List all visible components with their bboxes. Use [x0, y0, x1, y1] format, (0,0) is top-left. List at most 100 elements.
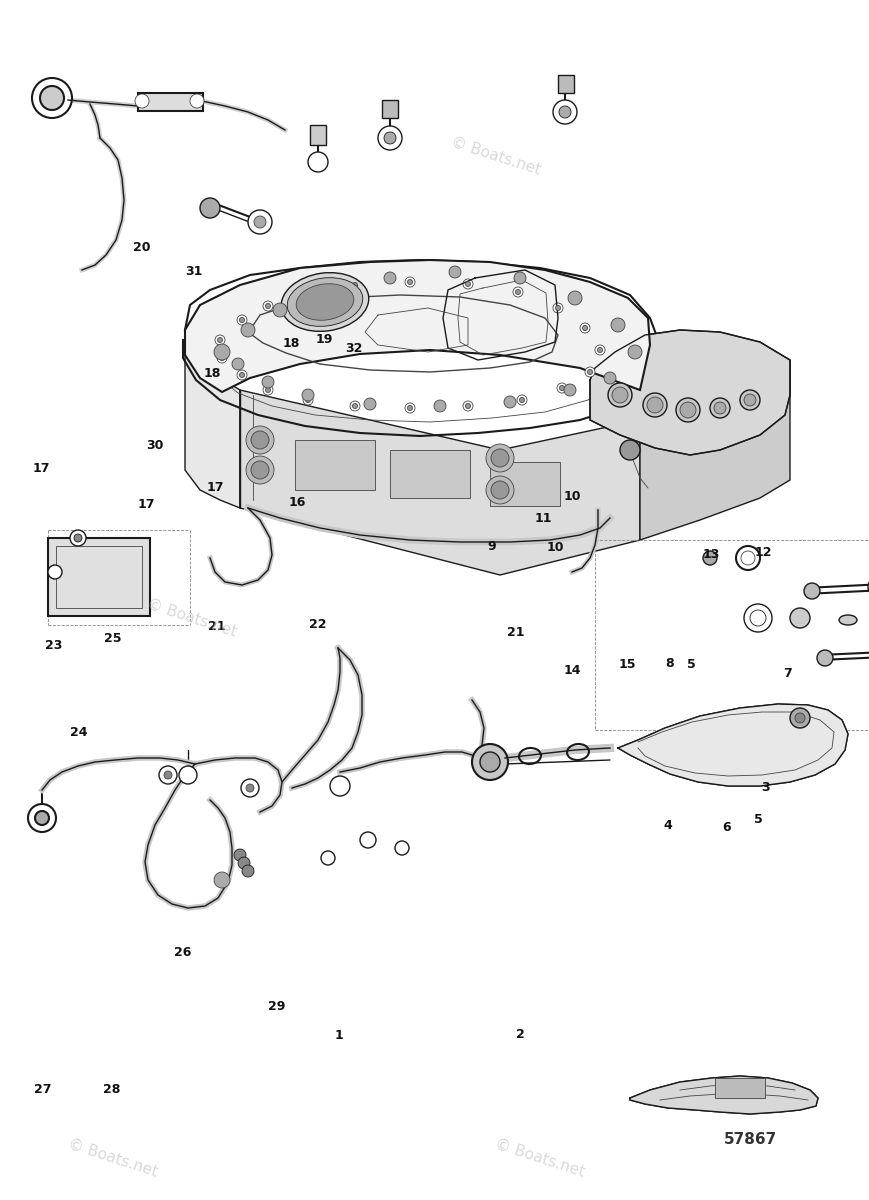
Circle shape	[164, 770, 172, 779]
Circle shape	[559, 106, 570, 118]
Circle shape	[232, 358, 243, 370]
Text: 21: 21	[208, 620, 225, 632]
Text: 8: 8	[665, 658, 673, 670]
Polygon shape	[617, 704, 847, 786]
Text: 57867: 57867	[722, 1133, 776, 1147]
Text: 18: 18	[203, 367, 221, 379]
Circle shape	[383, 132, 395, 144]
Polygon shape	[185, 260, 649, 392]
Text: 9: 9	[487, 540, 495, 552]
Circle shape	[242, 865, 254, 877]
Text: 12: 12	[753, 546, 771, 558]
Circle shape	[816, 650, 832, 666]
Circle shape	[702, 551, 716, 565]
Polygon shape	[185, 330, 240, 508]
Circle shape	[214, 872, 229, 888]
Text: 30: 30	[146, 439, 163, 451]
Text: 3: 3	[760, 781, 769, 793]
Circle shape	[514, 272, 526, 284]
Circle shape	[329, 776, 349, 796]
Circle shape	[246, 456, 274, 484]
Text: 5: 5	[753, 814, 762, 826]
Circle shape	[594, 346, 604, 355]
Circle shape	[580, 323, 589, 332]
Text: 5: 5	[687, 659, 695, 671]
Circle shape	[302, 292, 307, 296]
Circle shape	[248, 210, 272, 234]
Polygon shape	[240, 390, 640, 575]
Text: 28: 28	[103, 1084, 120, 1096]
Text: 17: 17	[207, 481, 224, 493]
Ellipse shape	[295, 283, 354, 320]
Circle shape	[216, 353, 227, 362]
Text: 25: 25	[104, 632, 122, 644]
Circle shape	[465, 282, 470, 287]
Circle shape	[405, 277, 415, 287]
Circle shape	[273, 302, 287, 317]
Circle shape	[713, 402, 725, 414]
Circle shape	[179, 766, 196, 784]
Circle shape	[563, 384, 575, 396]
Ellipse shape	[281, 272, 368, 331]
Bar	[56, 546, 142, 608]
Polygon shape	[629, 1076, 817, 1114]
Circle shape	[610, 318, 624, 332]
Circle shape	[789, 708, 809, 728]
Circle shape	[611, 386, 627, 403]
Text: 22: 22	[308, 618, 326, 630]
Circle shape	[553, 100, 576, 124]
Text: 7: 7	[782, 667, 791, 679]
Circle shape	[555, 306, 560, 311]
Polygon shape	[640, 360, 789, 540]
Circle shape	[789, 608, 809, 628]
Circle shape	[135, 94, 149, 108]
Circle shape	[251, 431, 269, 449]
Circle shape	[607, 383, 631, 407]
Circle shape	[516, 395, 527, 404]
Circle shape	[490, 481, 508, 499]
Circle shape	[40, 86, 64, 110]
Text: 32: 32	[345, 342, 362, 354]
Circle shape	[803, 583, 819, 599]
Circle shape	[597, 348, 602, 353]
Circle shape	[238, 857, 249, 869]
Circle shape	[352, 403, 357, 408]
Text: 21: 21	[507, 626, 524, 638]
Circle shape	[35, 811, 49, 826]
Circle shape	[556, 383, 567, 392]
Bar	[48, 538, 149, 616]
Circle shape	[486, 444, 514, 472]
Circle shape	[490, 449, 508, 467]
Circle shape	[265, 304, 270, 308]
Text: 13: 13	[702, 548, 720, 560]
Circle shape	[749, 610, 765, 626]
Circle shape	[254, 216, 266, 228]
Circle shape	[349, 401, 360, 410]
Bar	[309, 125, 326, 145]
Circle shape	[407, 406, 412, 410]
Circle shape	[587, 370, 592, 374]
Text: © Boats.net: © Boats.net	[144, 596, 238, 640]
Circle shape	[241, 323, 255, 337]
Text: 23: 23	[45, 640, 63, 652]
Circle shape	[582, 325, 587, 330]
Circle shape	[559, 385, 564, 390]
Circle shape	[503, 396, 515, 408]
Text: 10: 10	[546, 541, 563, 553]
Circle shape	[217, 337, 222, 342]
Text: 11: 11	[534, 512, 552, 524]
Circle shape	[265, 388, 270, 392]
Circle shape	[642, 392, 667, 416]
Text: 14: 14	[563, 665, 580, 677]
Circle shape	[200, 198, 220, 218]
Circle shape	[743, 394, 755, 406]
Circle shape	[236, 370, 247, 380]
Circle shape	[246, 784, 254, 792]
Circle shape	[262, 301, 273, 311]
Circle shape	[794, 713, 804, 722]
Text: © Boats.net: © Boats.net	[492, 1136, 586, 1180]
Circle shape	[486, 476, 514, 504]
Circle shape	[405, 403, 415, 413]
Bar	[138, 92, 202, 110]
Circle shape	[219, 355, 224, 360]
